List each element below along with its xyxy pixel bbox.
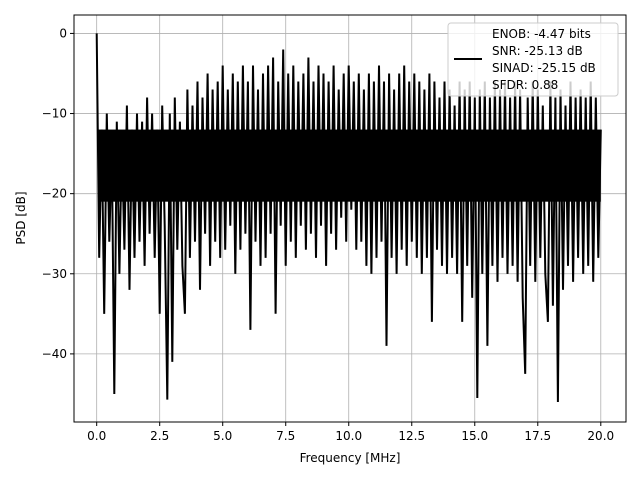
plot-area	[95, 33, 602, 403]
x-tick-label: 7.5	[276, 429, 295, 443]
x-tick-label: 17.5	[524, 429, 551, 443]
y-tick-label: −10	[42, 107, 67, 121]
legend-entry-sfdr: SFDR: 0.88	[492, 78, 558, 92]
y-axis-label: PSD [dB]	[14, 191, 28, 244]
x-tick-label: 20.0	[587, 429, 614, 443]
y-axis: 0 −10 −20 −30 −40	[42, 26, 74, 361]
x-tick-label: 15.0	[461, 429, 488, 443]
x-tick-label: 12.5	[398, 429, 425, 443]
legend-entry-sinad: SINAD: -25.15 dB	[492, 61, 596, 75]
legend-box	[447, 22, 619, 97]
y-tick-label: 0	[59, 26, 67, 40]
x-tick-label: 10.0	[335, 429, 362, 443]
psd-series-line	[95, 33, 602, 403]
y-tick-label: −20	[42, 187, 67, 201]
legend-entry-snr: SNR: -25.13 dB	[492, 44, 583, 58]
legend-entry-enob: ENOB: -4.47 bits	[492, 27, 591, 41]
y-tick-label: −30	[42, 267, 67, 281]
x-tick-label: 5.0	[213, 429, 232, 443]
x-tick-label: 0.0	[87, 429, 106, 443]
x-axis: 0.0 2.5 5.0 7.5 10.0 12.5 15.0 17.5 20.0	[87, 422, 614, 443]
legend: ENOB: -4.47 bits SNR: -25.13 dB SINAD: -…	[447, 22, 619, 97]
x-axis-label: Frequency [MHz]	[300, 451, 401, 465]
x-tick-label: 2.5	[150, 429, 169, 443]
y-tick-label: −40	[42, 347, 67, 361]
axes-frame	[73, 14, 627, 423]
